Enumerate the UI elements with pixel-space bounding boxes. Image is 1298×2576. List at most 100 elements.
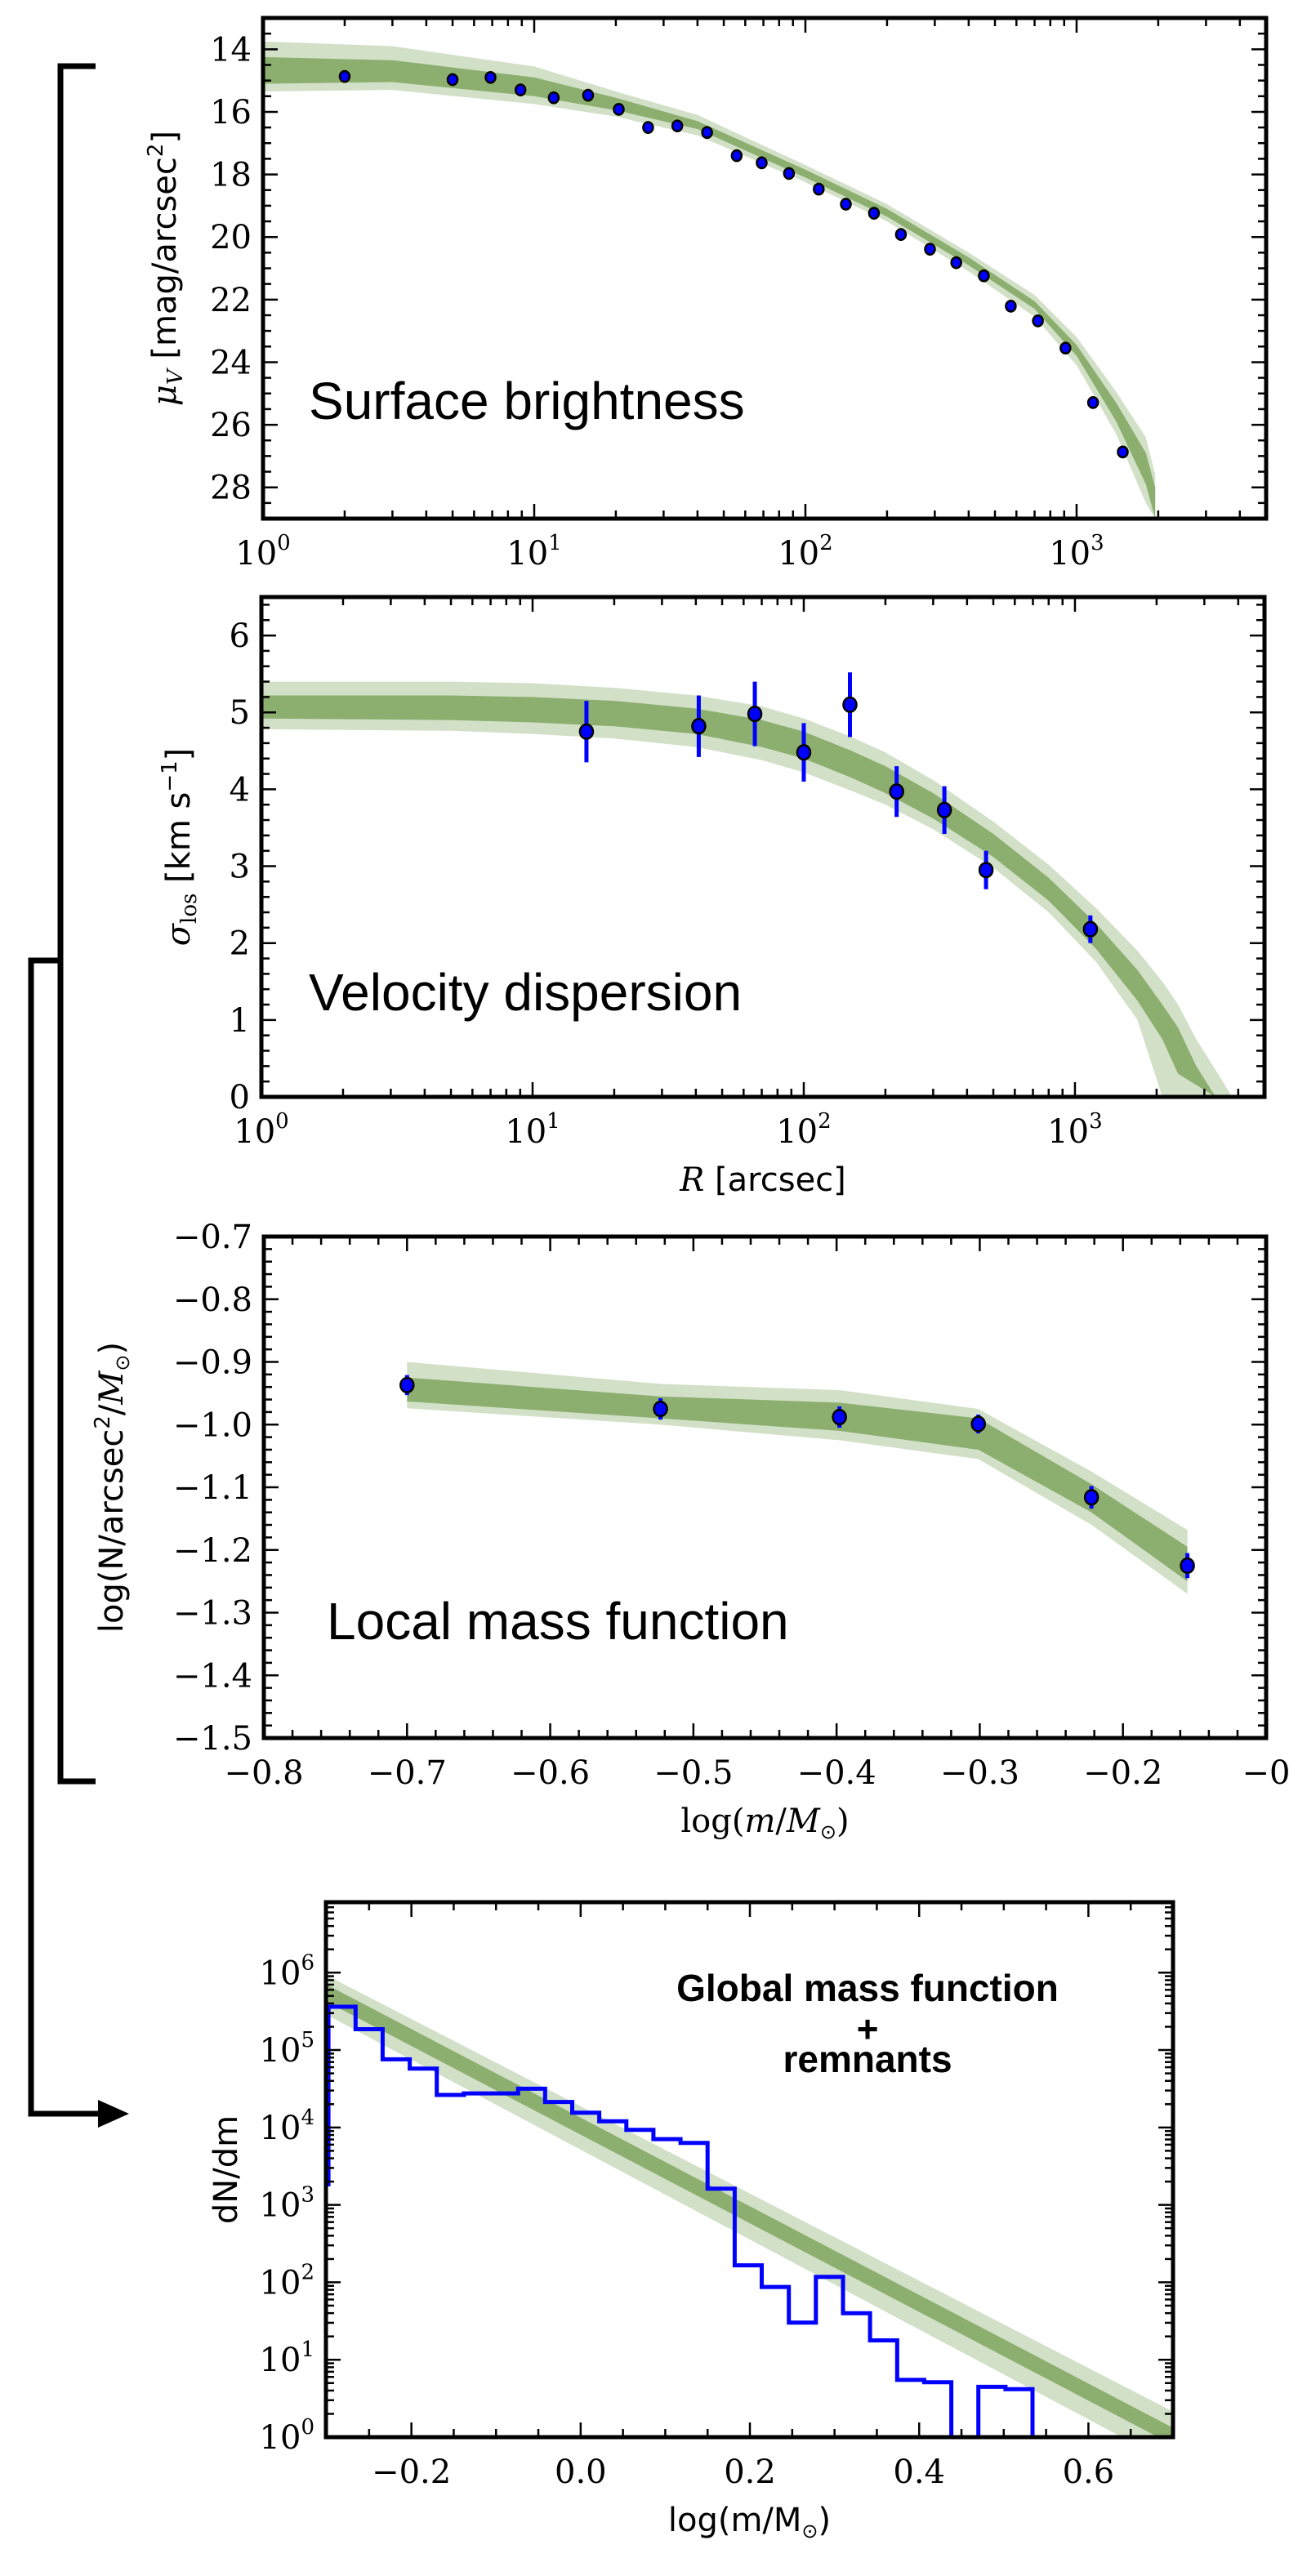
x-tick-label: 0.2: [724, 2453, 776, 2491]
y-label-sup: 2: [144, 144, 168, 158]
y-axis-label: σlos [km s−1]: [158, 748, 202, 947]
data-point: [747, 706, 763, 723]
data-point: [613, 103, 625, 116]
data-point: [978, 269, 990, 283]
y-tick-label: −0.8: [173, 1281, 252, 1319]
data-point: [399, 1376, 415, 1393]
data-point: [842, 696, 858, 713]
y-axis-label: log(N/arcsec2/M⊙): [91, 1342, 134, 1633]
x-tick-label: −0.5: [653, 1754, 733, 1792]
y-tick-base: 10: [260, 2032, 301, 2070]
arrow-head-icon: [98, 2100, 129, 2128]
sun-symbol-icon: ⊙: [801, 2520, 818, 2543]
data-point: [868, 207, 881, 220]
band-group: [326, 1975, 1173, 2437]
y-axis-label: dN/dm: [207, 2115, 245, 2224]
y-tick-label: 22: [210, 282, 252, 319]
data-point: [756, 156, 768, 170]
x-tick-label: 102: [776, 1109, 831, 1151]
x-axis-label: log(m/M⊙): [668, 2502, 831, 2543]
x-tick-exp: 3: [1089, 1109, 1103, 1134]
axes-frame: [259, 595, 1267, 1099]
y-label-close: ]: [146, 131, 184, 144]
x-axis-label: log(m/M⊙): [680, 1803, 849, 1843]
panel-title: Velocity dispersion: [309, 963, 742, 1022]
band-group: [261, 681, 1233, 1097]
y-tick-label: −1.5: [173, 1720, 252, 1758]
x-tick-base: 10: [234, 1113, 275, 1151]
y-tick-base: 10: [260, 2187, 301, 2225]
x-label-pre: log(: [680, 1803, 744, 1840]
confidence-band-inner: [326, 1984, 1173, 2437]
data-point: [936, 801, 952, 818]
x-axis-label: R [arcsec]: [679, 1161, 846, 1199]
x-tick-base: 10: [505, 1113, 546, 1151]
x-tick-base: 10: [506, 535, 548, 573]
x-tick-exp: 1: [546, 1109, 560, 1134]
data-point: [840, 198, 852, 211]
confidence-band-outer: [407, 1362, 1188, 1594]
histogram-group: [326, 2004, 1035, 2437]
y-tick-label: 4: [230, 771, 250, 809]
y-tick-exp: 4: [301, 2106, 314, 2130]
data-point: [1083, 1489, 1100, 1506]
data-point: [1117, 445, 1129, 459]
panel-title-line: +: [857, 2008, 879, 2050]
y-label-sup: −1: [158, 760, 182, 791]
y-tick-label: −0.9: [173, 1344, 252, 1382]
x-tick-base: 10: [778, 535, 819, 573]
x-label-pre: log(m/M: [668, 2502, 802, 2539]
x-tick-label: 0.4: [893, 2453, 945, 2491]
data-point: [1032, 314, 1044, 328]
x-tick-label: −0.7: [368, 1754, 447, 1792]
y-tick-label: 104: [260, 2106, 314, 2147]
x-tick-base: 10: [1049, 535, 1091, 573]
data-point: [653, 1401, 668, 1418]
y-label-unit: [km s: [160, 792, 198, 894]
data-point: [970, 1415, 986, 1433]
y-tick-base: 10: [260, 2419, 301, 2457]
y-tick-label: 0: [230, 1079, 250, 1116]
y-label-pre: log(N/arcsec: [93, 1429, 131, 1633]
data-point: [514, 83, 527, 96]
y-label-sup: 2: [91, 1415, 115, 1429]
data-point: [1059, 341, 1072, 355]
y-tick-label: 18: [210, 157, 252, 194]
bracket-connector: [28, 63, 129, 2128]
y-tick-label: 1: [230, 1002, 250, 1040]
data-point: [978, 862, 994, 879]
y-tick-label: 2: [230, 925, 250, 963]
panel-title: Surface brightness: [309, 372, 745, 430]
y-tick-label: −1.1: [173, 1469, 252, 1507]
inner-bracket: [28, 957, 105, 2117]
data-point: [701, 126, 713, 140]
outer-bracket: [57, 63, 96, 1785]
data-point: [783, 167, 796, 180]
data-point: [730, 149, 743, 163]
x-tick-label: −0.3: [940, 1754, 1019, 1792]
x-tick-exp: 0: [277, 531, 291, 555]
data-point: [894, 228, 908, 241]
data-point: [484, 70, 497, 84]
y-tick-label: 105: [260, 2028, 314, 2070]
x-label-symbol: R: [679, 1161, 704, 1199]
x-tick-exp: 2: [818, 1109, 832, 1134]
x-tick-base: 10: [1047, 1113, 1089, 1151]
x-tick-exp: 3: [1091, 531, 1104, 555]
y-label-unit: [mag/arcsec: [146, 157, 184, 369]
y-tick-label: 24: [210, 344, 252, 381]
panel-title-line: remnants: [783, 2038, 952, 2080]
y-axis-label: μV [mag/arcsec2]: [144, 131, 188, 406]
data-point: [924, 243, 936, 256]
y-tick-label: −1.3: [173, 1595, 252, 1633]
x-tick-exp: 1: [548, 531, 562, 555]
x-tick-label: 103: [1049, 531, 1104, 573]
band-group: [407, 1362, 1188, 1594]
data-point: [547, 91, 560, 105]
band-group: [263, 41, 1156, 519]
y-tick-label: 5: [230, 694, 250, 732]
y-tick-label: 103: [260, 2183, 314, 2225]
y-label-sub: V: [163, 368, 188, 385]
